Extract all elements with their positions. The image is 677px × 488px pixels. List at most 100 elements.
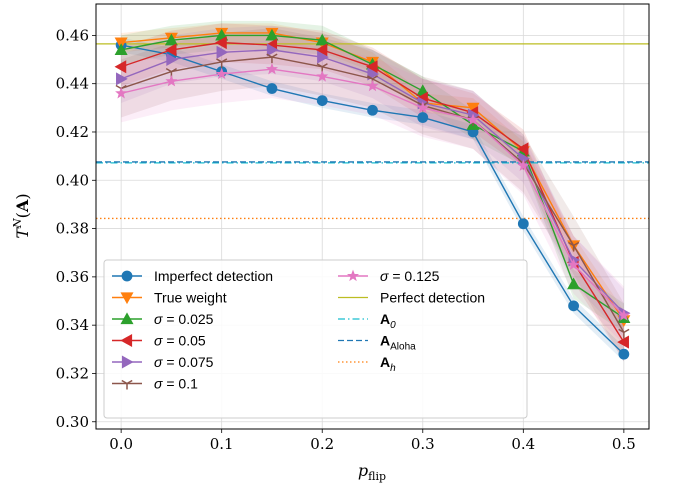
legend-marker-sigma-0-075: [121, 355, 134, 369]
legend-marker-sigma-0-05: [120, 333, 133, 348]
plot-frame: [95, 3, 650, 430]
point-sigma-0-125: [467, 113, 480, 126]
point-sigma-0-1-stroke: [221, 58, 228, 63]
point-sigma-0-125: [567, 258, 580, 270]
point-sigma-0-1-stroke: [618, 328, 625, 334]
point-sigma-0-125: [316, 70, 329, 82]
x-tick-label: 0.0: [109, 435, 133, 453]
point-sigma-0-125: [215, 67, 228, 80]
point-sigma-0-075: [166, 53, 179, 67]
point-imperfect-detection: [367, 104, 378, 116]
x-axis-label: pflip: [358, 461, 386, 483]
point-sigma-0-1: [266, 53, 278, 64]
point-sigma-0-075: [216, 45, 229, 59]
point-sigma-0-05: [617, 335, 629, 349]
y-tick-label: 0.30: [56, 413, 89, 431]
y-tick-label: 0.42: [56, 123, 89, 141]
legend-entry-a-0: A0: [338, 311, 396, 331]
y-axis-label: TN(A): [11, 193, 32, 238]
point-sigma-0-025: [265, 28, 279, 41]
point-sigma-0-1-stroke: [266, 53, 273, 58]
legend-marker-sigma-0-125: [346, 269, 360, 282]
point-sigma-0-1-stroke: [321, 63, 328, 68]
point-sigma-0-1-stroke: [573, 241, 580, 247]
point-sigma-0-025: [567, 277, 581, 290]
point-sigma-0-1: [216, 58, 228, 68]
legend-marker-sigma-0-1: [121, 379, 133, 390]
point-imperfect-detection: [417, 112, 429, 123]
legend-entry-sigma-0-025: σ = 0.025: [112, 311, 214, 327]
x-tick-label: 0.5: [612, 435, 636, 453]
point-sigma-0-025: [114, 43, 128, 55]
point-imperfect-detection: [568, 300, 579, 312]
legend-entry-perfect-detection: Perfect detection: [338, 290, 485, 306]
legend-marker-true-weight: [120, 292, 134, 305]
legend-marker-sigma-0-1-stroke: [121, 379, 128, 385]
legend-marker-sigma-0-025: [120, 312, 134, 325]
y-tick-label: 0.36: [56, 268, 89, 286]
point-sigma-0-1: [567, 241, 580, 252]
legend-entry-a-aloha: AAloha: [338, 333, 416, 353]
legend-box: [103, 259, 528, 419]
series-sigma-0-125: [115, 62, 630, 321]
legend-label-sigma-0-025: σ = 0.025: [154, 311, 214, 327]
point-sigma-0-1-stroke: [366, 75, 373, 80]
point-sigma-0-1-stroke: [171, 67, 178, 73]
point-sigma-0-1: [618, 328, 630, 339]
legend-entry-sigma-0-1: σ = 0.1: [112, 376, 198, 392]
svg-text:pflip: pflip: [358, 461, 386, 483]
point-sigma-0-1-stroke: [271, 53, 278, 58]
point-sigma-0-075: [317, 50, 329, 64]
legend-label-sigma-0-05: σ = 0.05: [154, 333, 206, 349]
point-sigma-0-05: [164, 43, 177, 57]
y-tick-label: 0.40: [56, 171, 89, 189]
point-imperfect-detection: [517, 218, 529, 230]
legend-label-sigma-0-1: σ = 0.1: [154, 376, 198, 392]
legend-marker-imperfect-detection: [121, 270, 133, 282]
x-tick-label: 0.4: [511, 435, 535, 453]
legend-label-sigma-0-075: σ = 0.075: [154, 354, 214, 370]
point-sigma-0-125: [165, 74, 178, 87]
band-sigma-0-125: [121, 40, 624, 345]
y-tick-label: 0.46: [56, 26, 89, 44]
y-tick-label: 0.44: [56, 75, 89, 93]
legend-label-a-0: A0: [380, 311, 396, 331]
point-sigma-0-1-stroke: [316, 63, 323, 68]
point-sigma-0-1-stroke: [567, 241, 574, 247]
point-true-weight: [114, 37, 128, 50]
point-sigma-0-125: [265, 62, 278, 75]
point-sigma-0-1-stroke: [216, 58, 223, 63]
svg-text:TN(A): TN(A): [11, 193, 32, 238]
legend-label-a-h: Ah: [380, 354, 396, 374]
legend-label-perfect-detection: Perfect detection: [380, 290, 485, 306]
y-axis-ticks: 0.30 0.32 0.34 0.36 0.38 0.40 0.42 0.44 0.46: [56, 26, 96, 431]
point-sigma-0-125: [366, 79, 379, 92]
point-sigma-0-05: [516, 142, 529, 156]
x-tick-label: 0.2: [310, 435, 334, 453]
y-tick-label: 0.38: [56, 220, 89, 238]
series-lines: [114, 27, 631, 360]
legend-entry-true-weight: True weight: [112, 290, 227, 306]
point-sigma-0-1-stroke: [120, 84, 127, 90]
legend-entry-sigma-0-125: σ = 0.125: [338, 268, 440, 284]
point-sigma-0-1-stroke: [372, 75, 379, 80]
point-sigma-0-025: [315, 33, 329, 46]
legend-label-sigma-0-125: σ = 0.125: [380, 268, 440, 284]
point-imperfect-detection: [266, 83, 278, 94]
y-tick-label: 0.34: [56, 316, 89, 334]
x-axis-ticks: 0.0 0.1 0.2 0.3 0.4 0.5: [109, 429, 636, 453]
x-tick-label: 0.3: [411, 435, 435, 453]
point-sigma-0-125: [617, 309, 630, 321]
legend-entry-sigma-0-075: σ = 0.075: [112, 354, 214, 370]
legend-entry-imperfect-detection: Imperfect detection: [112, 268, 273, 284]
legend-label-imperfect-detection: Imperfect detection: [154, 268, 273, 284]
point-sigma-0-05: [365, 60, 378, 74]
legend-entry-sigma-0-05: σ = 0.05: [112, 333, 206, 349]
point-sigma-0-075: [266, 43, 279, 57]
point-sigma-0-1-stroke: [623, 328, 630, 334]
x-tick-label: 0.1: [210, 435, 234, 453]
point-sigma-0-1-stroke: [165, 67, 172, 73]
point-sigma-0-05: [114, 60, 127, 74]
